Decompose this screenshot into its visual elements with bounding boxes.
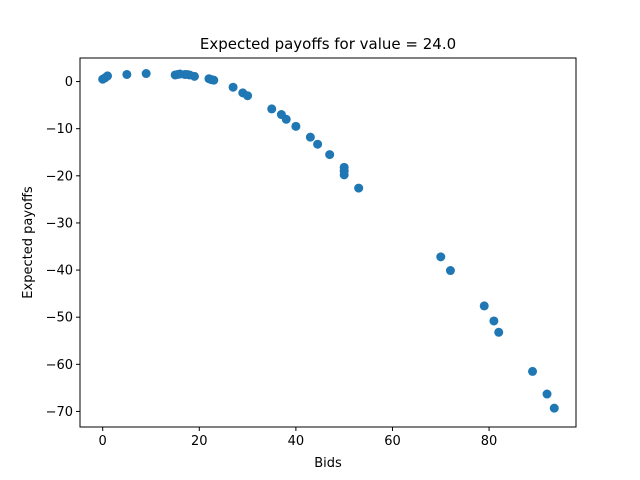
data-point [209, 75, 219, 85]
y-tick-label: −60 [46, 358, 73, 373]
y-tick-label: −50 [46, 311, 73, 326]
data-points [98, 69, 559, 413]
data-point [339, 170, 349, 180]
data-point [291, 121, 301, 131]
data-point [528, 366, 538, 376]
chart-title: Expected payoffs for value = 24.0 [200, 35, 456, 53]
data-point [436, 252, 446, 262]
data-point [542, 389, 552, 399]
x-axis-label: Bids [314, 456, 342, 471]
x-tick-label: 0 [99, 434, 107, 449]
data-point [489, 316, 499, 326]
data-point [141, 69, 151, 79]
y-tick-label: −30 [46, 216, 73, 231]
data-point [325, 150, 335, 160]
y-tick-label: −10 [46, 122, 73, 137]
data-point [243, 91, 253, 101]
x-tick-label: 60 [384, 434, 401, 449]
data-point [549, 403, 559, 413]
y-axis-ticks: 0 −10 −20 −30 −40 −50 −60 −70 [46, 75, 80, 420]
plot-area-frame [79, 57, 577, 428]
y-tick-label: −40 [46, 264, 73, 279]
data-point [122, 69, 132, 79]
y-tick-label: −70 [46, 405, 73, 420]
data-point [313, 139, 323, 149]
x-axis-ticks: 0 20 40 60 80 [99, 427, 498, 449]
x-tick-label: 80 [481, 434, 498, 449]
data-point [445, 266, 455, 276]
y-tick-label: −20 [46, 169, 73, 184]
data-point [305, 132, 315, 142]
data-point [228, 82, 238, 92]
data-point [103, 71, 113, 81]
data-point [354, 183, 364, 193]
y-axis-label: Expected payoffs [21, 186, 36, 299]
y-tick-label: 0 [65, 75, 73, 90]
data-point [494, 327, 504, 337]
data-point [189, 71, 199, 81]
x-tick-label: 20 [191, 434, 208, 449]
data-point [479, 301, 489, 311]
data-point [267, 104, 277, 114]
data-point [281, 114, 291, 124]
x-tick-label: 40 [288, 434, 305, 449]
